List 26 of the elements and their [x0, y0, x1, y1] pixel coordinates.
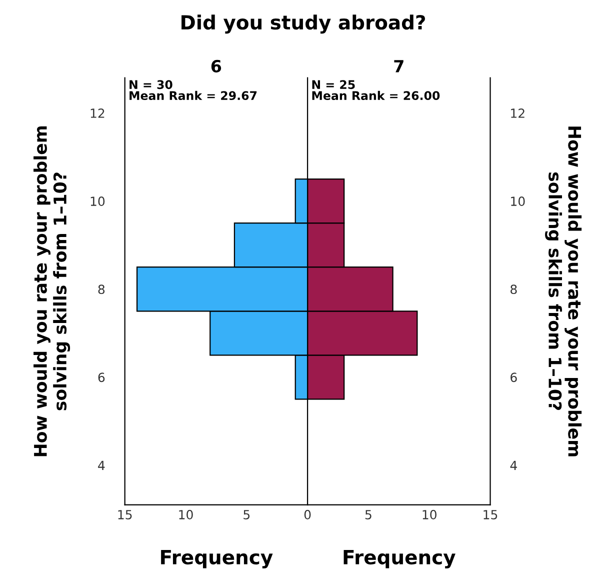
x-tick-label: 5 [365, 510, 372, 520]
x-tick-label: 5 [244, 510, 250, 520]
y-tick-label: 6 [98, 372, 105, 382]
x-tick-label: 10 [179, 510, 193, 520]
x-tick-label: 10 [422, 510, 436, 520]
annotation: N = 25 Mean Rank = 26.00 [312, 80, 440, 100]
y-axis-title: How would you rate your problem solving skills from 1–10? [34, 126, 70, 456]
x-tick-label: 15 [484, 510, 498, 520]
y-tick-label: 8 [510, 284, 517, 294]
x-tick-label: 15 [118, 510, 132, 520]
y-tick-label: 4 [510, 460, 517, 470]
y-tick-label: 10 [90, 196, 105, 206]
y-tick-label: 8 [98, 284, 105, 294]
x-axis-title: Frequency [161, 550, 273, 568]
y-tick-label: 4 [98, 460, 105, 470]
chart-title: Did you study abroad? [182, 14, 425, 34]
y-tick-label: 12 [90, 108, 104, 118]
y-tick-label: 12 [511, 108, 524, 118]
annotation: N = 30 Mean Rank = 29.67 [130, 80, 257, 100]
y-tick-label: 6 [510, 372, 517, 382]
y-axis-title: How would you rate your problem solving skills from 1–10? [545, 126, 582, 456]
chart-subtitle: 7 [394, 60, 404, 72]
x-axis-title: Frequency [344, 550, 456, 568]
chart-subtitle: 6 [211, 60, 222, 72]
y-tick-label: 10 [511, 196, 525, 206]
x-tick-label: 0 [304, 510, 311, 520]
